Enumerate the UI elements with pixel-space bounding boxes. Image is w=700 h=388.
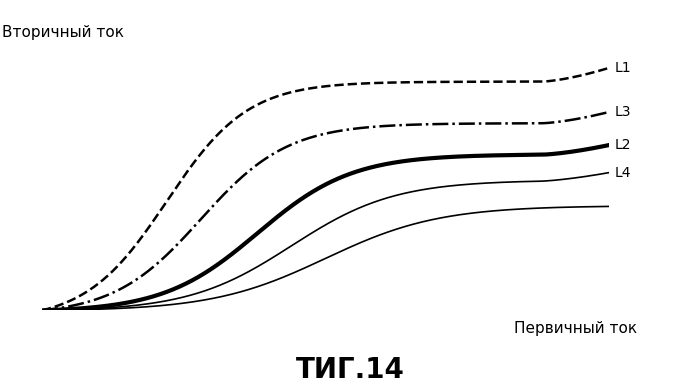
Text: L3: L3: [615, 105, 631, 119]
Text: L2: L2: [615, 138, 631, 152]
Text: L1: L1: [615, 61, 631, 75]
Text: ΤИГ.14: ΤИГ.14: [295, 356, 405, 384]
Text: Вторичный ток: Вторичный ток: [2, 25, 125, 40]
Text: Первичный ток: Первичный ток: [514, 321, 638, 336]
Text: L4: L4: [615, 166, 631, 180]
